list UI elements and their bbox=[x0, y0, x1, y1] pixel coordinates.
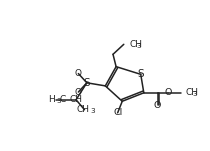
Text: CH: CH bbox=[70, 95, 83, 104]
Text: S: S bbox=[137, 69, 144, 79]
Text: 3: 3 bbox=[57, 98, 62, 104]
Text: H: H bbox=[48, 95, 55, 104]
Text: CH: CH bbox=[129, 40, 142, 49]
Text: O: O bbox=[154, 101, 161, 110]
Text: O: O bbox=[165, 88, 172, 97]
Text: CH: CH bbox=[76, 105, 89, 114]
Text: C: C bbox=[60, 95, 66, 104]
Text: 3: 3 bbox=[136, 43, 141, 49]
Text: 3: 3 bbox=[90, 108, 94, 114]
Text: O: O bbox=[75, 88, 82, 96]
Text: 3: 3 bbox=[192, 91, 197, 97]
Text: O: O bbox=[75, 69, 82, 78]
Text: S: S bbox=[84, 78, 90, 88]
Text: Cl: Cl bbox=[113, 108, 122, 117]
Text: CH: CH bbox=[185, 88, 198, 97]
